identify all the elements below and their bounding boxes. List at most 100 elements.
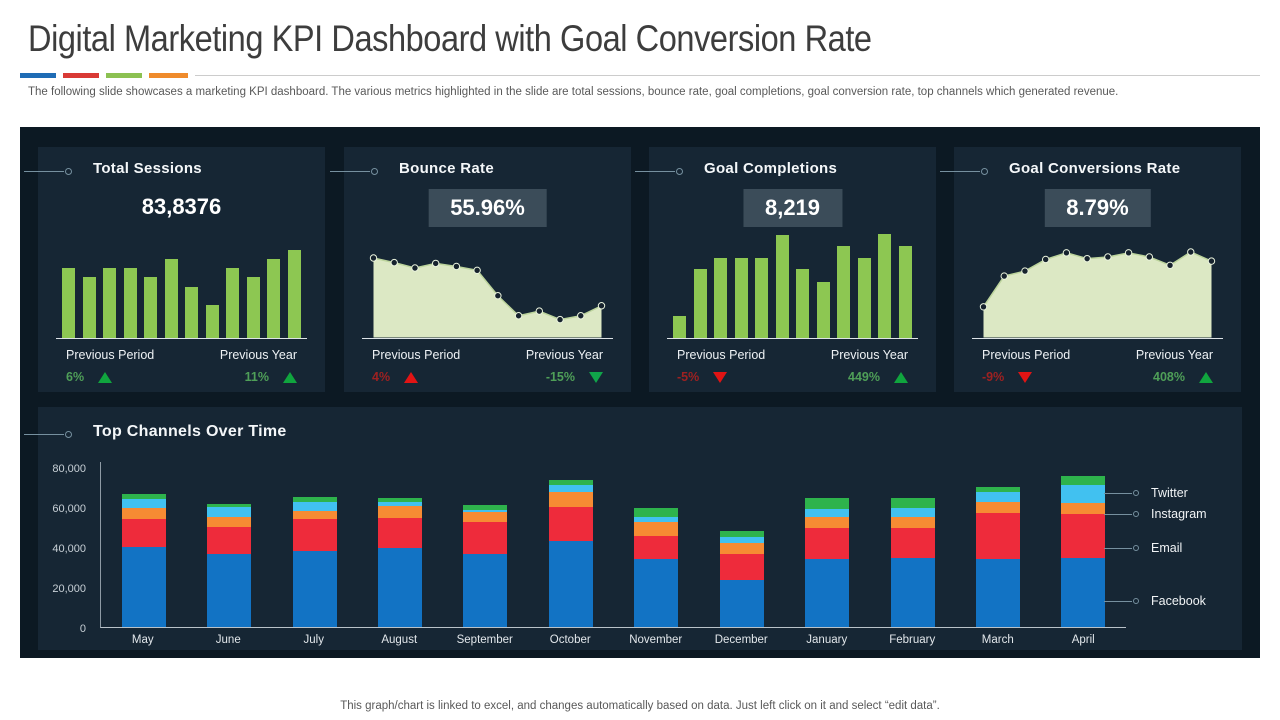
legend-label: Email bbox=[1151, 541, 1183, 555]
kpi-card-bounce-rate[interactable]: Bounce Rate 55.96% Previous Period Previ… bbox=[330, 147, 631, 392]
x-axis-label: October bbox=[549, 634, 591, 646]
bar-segment-facebook bbox=[634, 559, 679, 627]
bar-segment-twitter bbox=[207, 507, 252, 517]
bar-segment-unlabeled bbox=[463, 505, 508, 511]
previous-year-label: Previous Year bbox=[525, 348, 603, 362]
bar-segment-facebook bbox=[463, 554, 508, 627]
stacked-bar bbox=[548, 480, 593, 627]
y-axis-label: 0 bbox=[79, 623, 86, 635]
stacked-bar-plot bbox=[100, 462, 1126, 628]
bar-segment-email bbox=[890, 528, 935, 558]
stacked-bar bbox=[634, 508, 679, 627]
x-axis-label: September bbox=[456, 634, 513, 646]
legend-connector-line-icon bbox=[1104, 547, 1132, 549]
stacked-bar bbox=[1061, 476, 1106, 627]
stacked-bar bbox=[805, 498, 850, 627]
y-axis-label: 20,000 bbox=[52, 583, 86, 595]
stacked-bar bbox=[121, 494, 166, 627]
kpi-value: 55.96% bbox=[428, 189, 547, 227]
accent-bar-blue bbox=[20, 72, 56, 78]
x-axis-label: January bbox=[806, 634, 848, 646]
bar-slot bbox=[528, 462, 613, 627]
bar-segment-facebook bbox=[805, 559, 850, 627]
legend-connector-line-icon bbox=[1104, 513, 1132, 515]
bar-segment-email bbox=[634, 536, 679, 559]
accent-bar-red bbox=[63, 72, 99, 78]
x-axis-label: August bbox=[381, 634, 418, 646]
bar-slot bbox=[272, 462, 357, 627]
bar-segment-instagram bbox=[634, 522, 679, 536]
bar-segment-email bbox=[377, 518, 422, 548]
mini-bar bbox=[144, 277, 158, 338]
bar-slot bbox=[699, 462, 784, 627]
mini-bar bbox=[714, 257, 728, 338]
mini-bar bbox=[103, 267, 117, 338]
legend-label: Twitter bbox=[1151, 486, 1188, 500]
bar-slot bbox=[443, 462, 528, 627]
bar-slot bbox=[1041, 462, 1126, 627]
bar-segment-instagram bbox=[719, 543, 764, 554]
callout-connector-icon bbox=[24, 168, 72, 175]
legend-dot-icon bbox=[1133, 545, 1139, 551]
trend-arrow-icon bbox=[713, 371, 728, 383]
mini-bar bbox=[205, 304, 219, 338]
chart-baseline bbox=[972, 338, 1223, 339]
bar-segment-email bbox=[805, 528, 850, 559]
y-axis-label: 60,000 bbox=[52, 503, 86, 515]
y-axis-label: 80,000 bbox=[52, 463, 86, 475]
accent-bars bbox=[20, 72, 1260, 78]
page-footer: This graph/chart is linked to excel, and… bbox=[340, 700, 940, 712]
kpi-card-goal-completions[interactable]: Goal Completions 8,219 Previous Period P… bbox=[635, 147, 936, 392]
mini-bar bbox=[246, 277, 260, 338]
previous-year-label: Previous Year bbox=[830, 348, 908, 362]
x-axis: May June July August September October Novembe… bbox=[100, 634, 1126, 646]
bar-segment-twitter bbox=[890, 508, 935, 517]
bar-segment-instagram bbox=[207, 517, 252, 527]
bar-segment-twitter bbox=[463, 510, 508, 513]
trend-arrow-icon bbox=[98, 371, 113, 383]
bar-slot bbox=[186, 462, 271, 627]
bar-slot bbox=[357, 462, 442, 627]
bar-segment-instagram bbox=[377, 506, 422, 518]
previous-period-label: Previous Period bbox=[372, 348, 461, 362]
bar-segment-facebook bbox=[377, 548, 422, 627]
mini-bar bbox=[796, 269, 810, 338]
change-value: 4% bbox=[372, 370, 391, 384]
trend-arrow-icon bbox=[1199, 371, 1213, 383]
previous-period-label: Previous Period bbox=[677, 348, 766, 362]
bar-segment-twitter bbox=[975, 492, 1020, 502]
previous-year-label: Previous Year bbox=[219, 348, 297, 362]
previous-year-label: Previous Year bbox=[1135, 348, 1213, 362]
mini-bar bbox=[693, 269, 707, 338]
change-value: -9% bbox=[982, 370, 1005, 384]
kpi-card-goal-conversions-rate[interactable]: Goal Conversions Rate 8.79% Previous Per… bbox=[940, 147, 1241, 392]
y-axis: 0 20,000 40,000 60,000 80,000 bbox=[38, 462, 92, 635]
legend-connector-line-icon bbox=[1104, 492, 1132, 494]
trend-arrow-icon bbox=[404, 371, 419, 383]
panel-title: Top Channels Over Time bbox=[93, 423, 287, 440]
mini-bar bbox=[816, 281, 830, 338]
bar-segment-facebook bbox=[292, 551, 337, 627]
bar-slot bbox=[101, 462, 186, 627]
x-axis-label: November bbox=[629, 634, 683, 646]
bar-segment-unlabeled bbox=[377, 498, 422, 502]
mini-bar bbox=[775, 235, 789, 338]
mini-bar bbox=[123, 267, 137, 338]
kpi-card-total-sessions[interactable]: Total Sessions 83,8376 Previous Period P… bbox=[24, 147, 325, 392]
bar-segment-instagram bbox=[121, 508, 166, 519]
bar-slot bbox=[614, 462, 699, 627]
top-channels-panel[interactable]: Top Channels Over Time 0 20,000 40,000 60,0… bbox=[24, 407, 1242, 650]
chart-baseline bbox=[667, 338, 918, 339]
legend-item-twitter: Twitter bbox=[1104, 485, 1188, 501]
x-axis-label: May bbox=[131, 634, 154, 646]
mini-bar bbox=[226, 267, 240, 338]
bar-segment-twitter bbox=[292, 501, 337, 511]
callout-connector-icon bbox=[635, 168, 683, 175]
legend-item-email: Email bbox=[1104, 540, 1182, 556]
bar-segment-instagram bbox=[463, 512, 508, 523]
mini-bar bbox=[898, 246, 912, 338]
bar-segment-unlabeled bbox=[890, 498, 935, 508]
bar-segment-email bbox=[121, 519, 166, 547]
change-value: -5% bbox=[677, 370, 700, 384]
bar-segment-instagram bbox=[805, 517, 850, 528]
